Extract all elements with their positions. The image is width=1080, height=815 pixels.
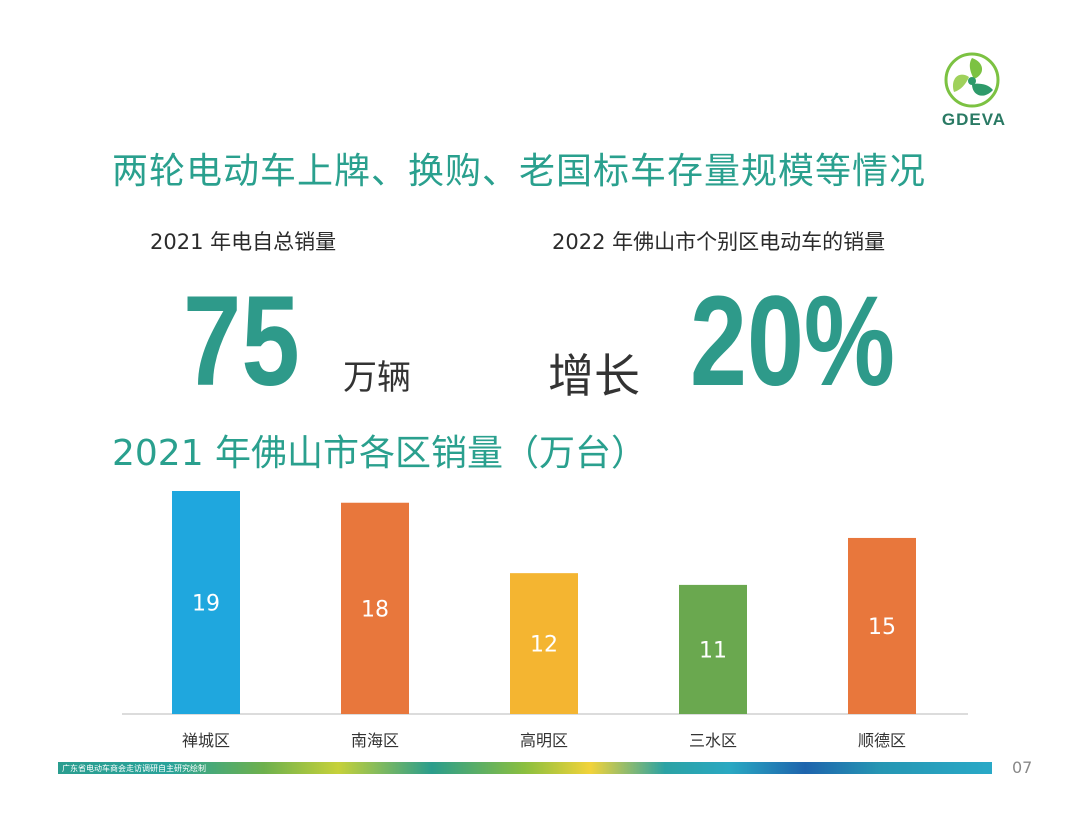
bar	[341, 502, 409, 714]
bar-value-label: 12	[530, 633, 558, 658]
logo-text: GDEVA	[941, 110, 1007, 129]
leaf-logo-icon	[944, 52, 1000, 108]
bar-value-label: 19	[192, 592, 220, 617]
growth-prefix: 增长	[548, 349, 640, 403]
x-tick-label: 禅城区	[182, 731, 230, 750]
footer-source-note: 广东省电动车商会走访调研自主研究绘制	[62, 764, 206, 773]
page-number: 07	[1012, 758, 1033, 777]
bar	[172, 491, 240, 714]
gdeva-logo: GDEVA	[934, 52, 1014, 134]
bar	[510, 573, 578, 714]
x-tick-label: 高明区	[520, 731, 568, 750]
bar	[679, 584, 747, 714]
footer-color-bar	[58, 762, 992, 774]
bar	[848, 537, 916, 714]
chart-title: 2021 年佛山市各区销量（万台）	[112, 433, 648, 474]
bar-value-label: 11	[699, 638, 727, 663]
district-sales-label: 2022 年佛山市个别区电动车的销量	[552, 230, 886, 254]
x-tick-label: 三水区	[689, 731, 737, 750]
total-sales-unit: 万辆	[343, 358, 411, 398]
bar-value-label: 18	[361, 597, 389, 622]
growth-value: 20%	[690, 270, 895, 413]
district-sales-bar-chart: 19 禅城区 18 南海区 12 高明区 11 三水区 15 顺德区	[122, 491, 968, 750]
x-tick-label: 顺德区	[858, 731, 906, 750]
total-sales-value: 75	[183, 270, 300, 413]
bar-value-label: 15	[868, 615, 896, 640]
page-title: 两轮电动车上牌、换购、老国标车存量规模等情况	[112, 151, 927, 192]
total-sales-label: 2021 年电自总销量	[150, 230, 337, 254]
x-tick-label: 南海区	[351, 731, 399, 750]
